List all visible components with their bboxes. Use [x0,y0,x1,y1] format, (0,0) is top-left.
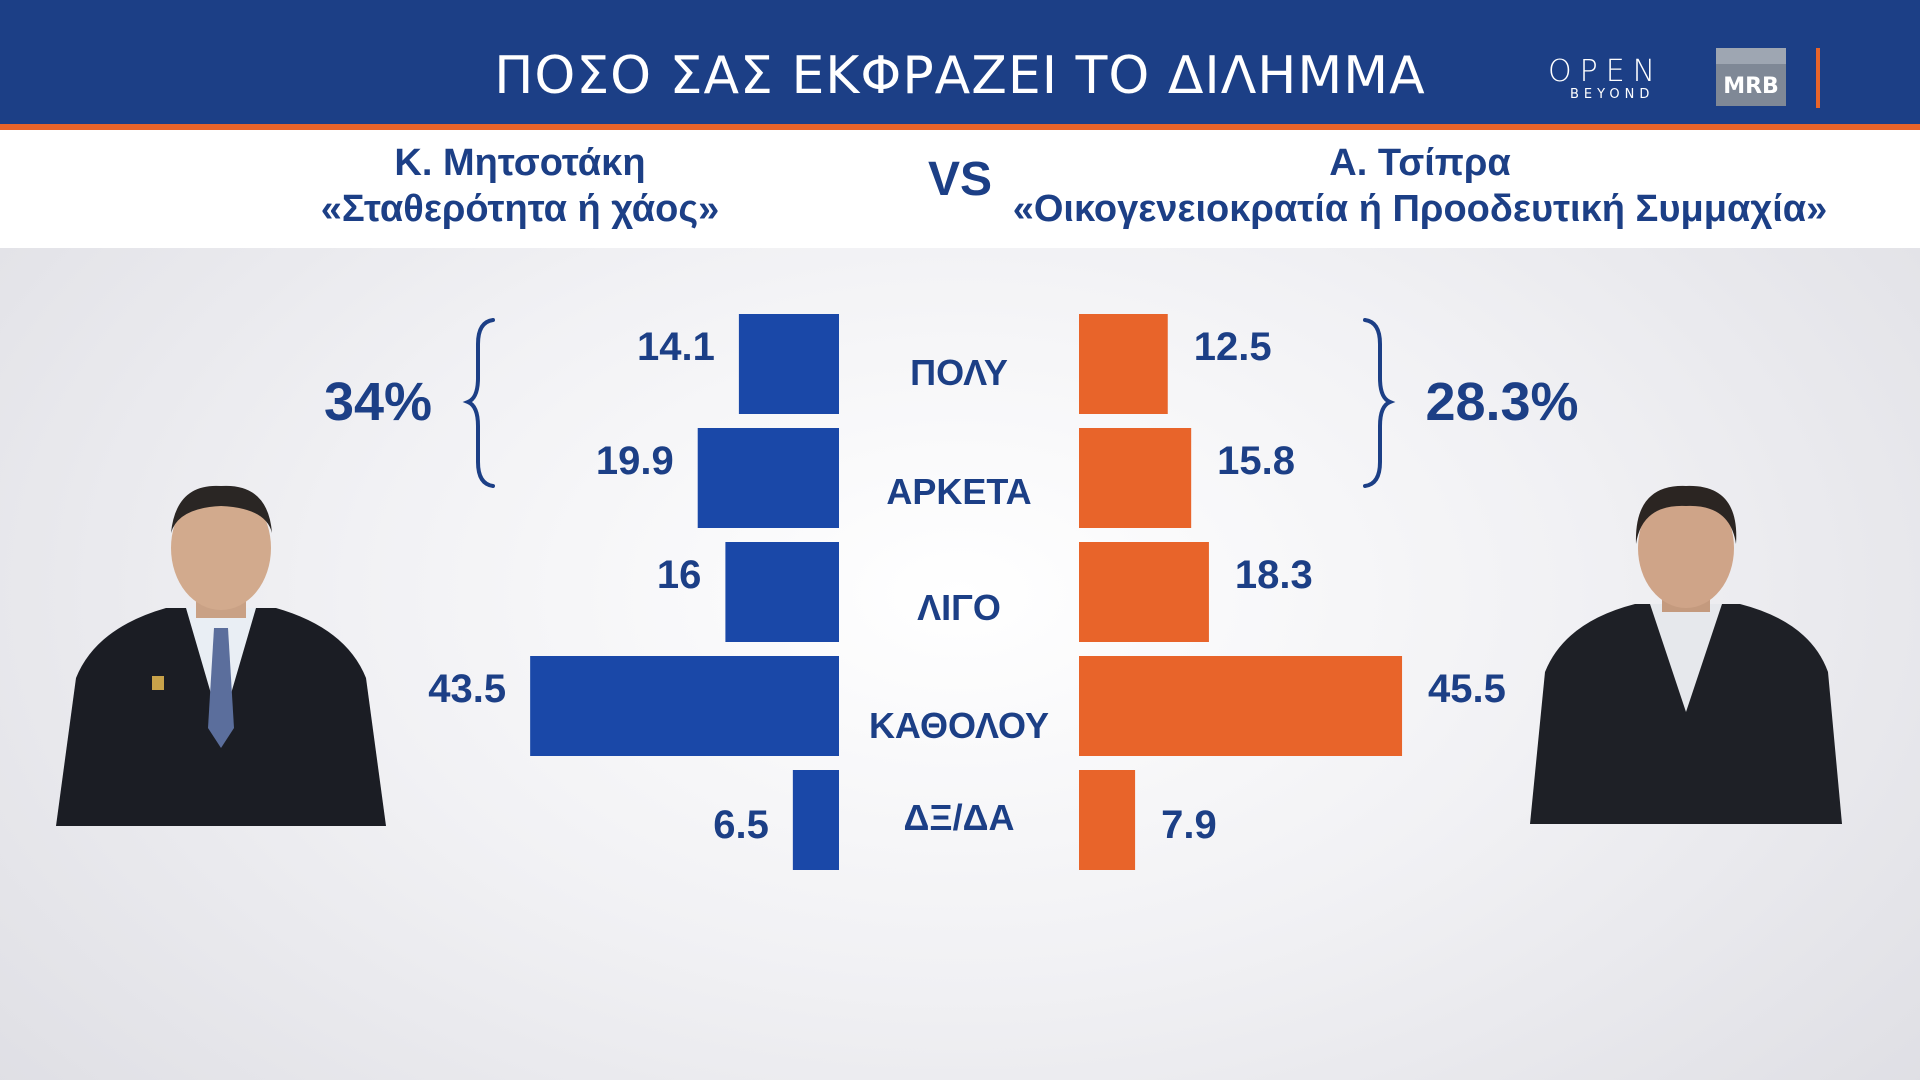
page-title: ΠΟΣΟ ΣΑΣ ΕΚΦΡΑΖΕΙ ΤΟ ΔΙΛΗΜΜΑ [494,46,1426,106]
logo-separator [1816,48,1820,108]
right-politician-name: Α. Τσίπρα [1329,142,1511,184]
right-value-label: 45.5 [1428,667,1506,711]
mrb-logo: MRB [1716,48,1786,106]
right-group-total: 28.3% [1425,372,1578,432]
category-label: ΠΟΛΥ [910,352,1008,393]
mrb-logo-text: MRB [1723,74,1779,99]
open-beyond-logo: OPEN BEYOND [1548,54,1678,108]
category-label: ΛΙΓΟ [917,587,1001,628]
right-bar [1079,428,1192,528]
right-politician-photo [1530,485,1842,824]
left-bar [697,428,839,528]
left-bar [738,314,839,414]
right-bar [1079,770,1136,870]
mrb-logo-strip [1716,48,1786,64]
left-value-label: 16 [657,553,702,597]
right-value-label: 18.3 [1235,553,1313,597]
right-bar [1079,314,1168,414]
left-slogan: «Σταθερότητα ή χάος» [320,188,720,230]
versus-label: VS [927,153,993,206]
left-group-total: 34% [324,372,432,432]
right-value-label: 12.5 [1194,325,1272,369]
left-bar [530,656,839,756]
left-value-label: 43.5 [428,667,506,711]
right-value-label: 7.9 [1161,803,1217,847]
left-politician-name: Κ. Μητσοτάκη [394,142,646,184]
logo-beyond-text: BEYOND [1570,87,1655,102]
header-accent-line [0,124,1920,130]
left-politician-photo [56,485,386,826]
left-bar [725,542,839,642]
category-label: ΑΡΚΕΤΑ [886,471,1031,512]
left-bar [792,770,839,870]
logo-open-text: OPEN [1548,54,1664,89]
category-label: ΚΑΘΟΛΟΥ [869,705,1049,746]
right-slogan: «Οικογενειοκρατία ή Προοδευτική Συμμαχία… [1012,188,1828,230]
left-value-label: 14.1 [637,325,715,369]
subheader-panel [0,130,1920,248]
left-group-bracket [462,318,495,488]
right-group-bracket [1363,318,1396,488]
header-bar [0,0,1920,124]
left-value-label: 6.5 [713,803,769,847]
right-bar [1079,542,1209,642]
category-label: ΔΞ/ΔΑ [904,797,1015,838]
right-bar [1079,656,1403,756]
left-value-label: 19.9 [596,439,674,483]
right-value-label: 15.8 [1217,439,1295,483]
